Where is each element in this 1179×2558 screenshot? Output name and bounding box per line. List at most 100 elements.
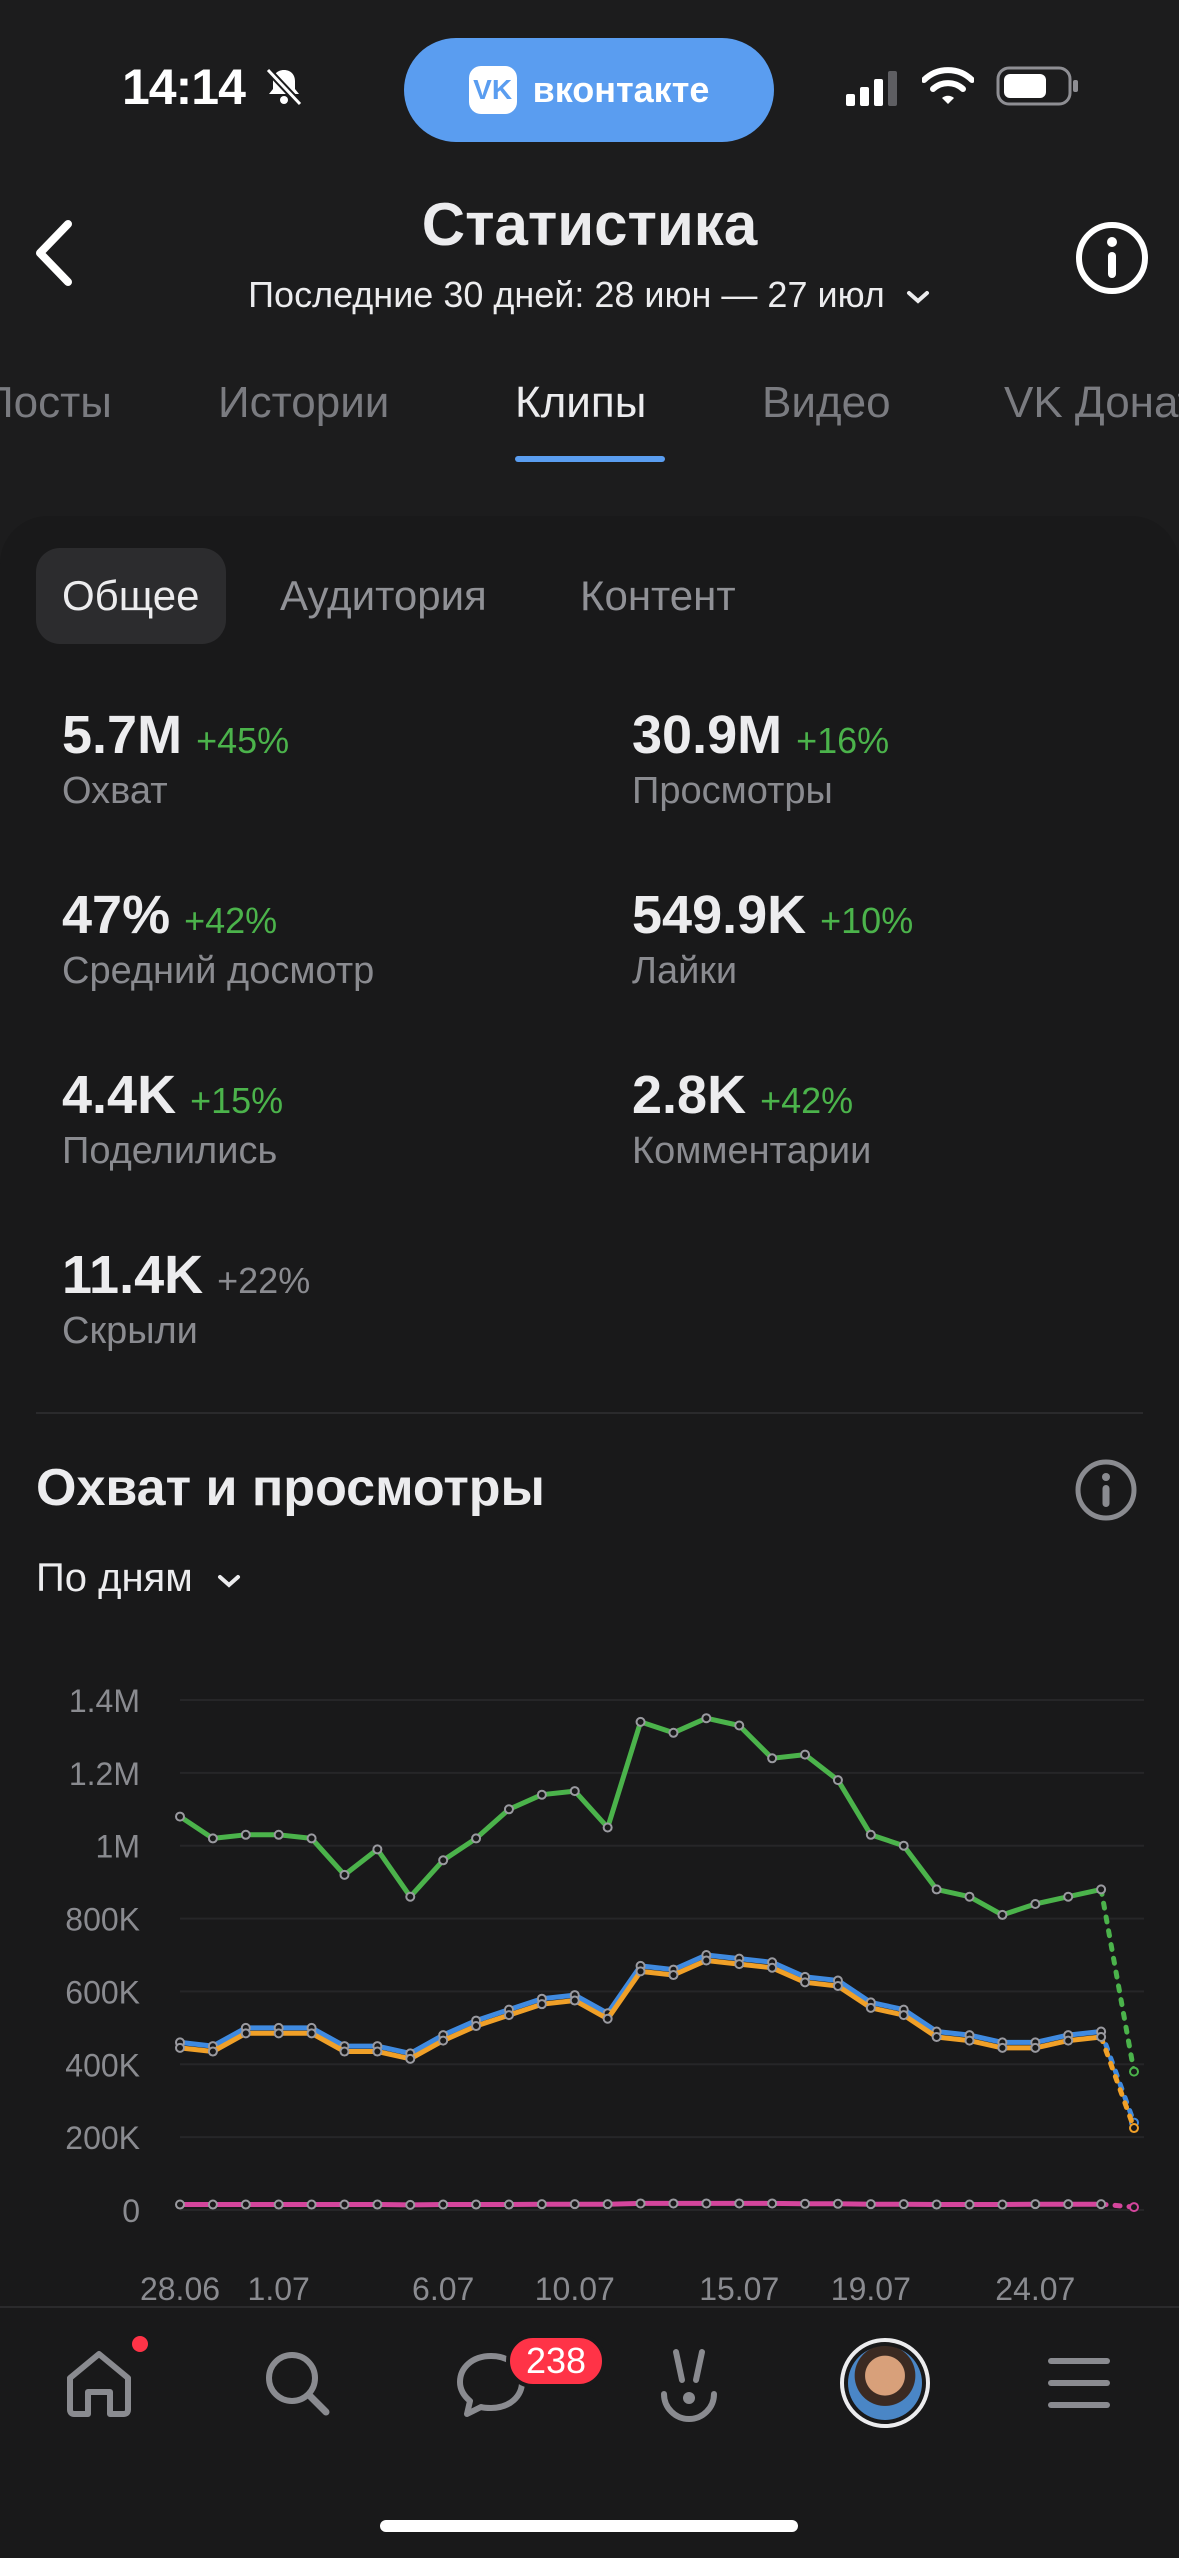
data-point — [898, 2199, 909, 2210]
back-icon[interactable] — [30, 218, 80, 293]
metric-avg-watch[interactable]: 47% +42% Средний досмотр — [62, 884, 374, 993]
metric-label: Скрыли — [62, 1310, 198, 1352]
data-point — [767, 1753, 778, 1764]
segment-general[interactable]: Общее — [36, 548, 226, 644]
metric-comments[interactable]: 2.8K +42% Комментарии — [632, 1064, 871, 1173]
data-point — [997, 2199, 1008, 2210]
data-point — [931, 1884, 942, 1895]
menu-icon[interactable] — [1046, 2354, 1112, 2417]
data-point — [668, 1727, 679, 1738]
data-point — [207, 2046, 218, 2057]
x-tick-label: 28.06 — [140, 2271, 220, 2307]
y-tick-label: 200K — [65, 2120, 140, 2156]
data-point — [1096, 2199, 1107, 2210]
data-point — [471, 1833, 482, 1844]
data-point — [635, 1716, 646, 1727]
data-point — [273, 2199, 284, 2210]
data-point — [767, 1962, 778, 1973]
data-point — [339, 1869, 350, 1880]
tab-clips[interactable]: Клипы — [515, 378, 647, 427]
data-point — [800, 1749, 811, 1760]
data-point — [832, 1775, 843, 1786]
series-forecast-line — [1098, 2201, 1137, 2210]
metric-views[interactable]: 30.9M +16% Просмотры — [632, 704, 889, 813]
data-point — [405, 2053, 416, 2064]
metric-likes[interactable]: 549.9K +10% Лайки — [632, 884, 913, 993]
series-line — [177, 1715, 1104, 1918]
metric-value: 47% — [62, 885, 171, 945]
data-point — [438, 1855, 449, 1866]
profile-avatar[interactable] — [840, 2338, 930, 2428]
data-point — [273, 1829, 284, 1840]
info-icon[interactable] — [1074, 220, 1150, 301]
metric-label: Охват — [62, 770, 168, 812]
data-point — [503, 1804, 514, 1815]
data-point — [668, 2198, 679, 2209]
chart-title: Охват и просмотры — [36, 1459, 545, 1517]
clips-icon[interactable] — [652, 2346, 726, 2431]
data-point — [306, 1833, 317, 1844]
data-point — [372, 1844, 383, 1855]
metric-reach[interactable]: 5.7M +45% Охват — [62, 704, 289, 813]
segment-audience[interactable]: Аудитория — [280, 572, 487, 619]
x-tick-label: 15.07 — [699, 2271, 779, 2307]
data-point — [800, 1977, 811, 1988]
data-point — [1063, 2035, 1074, 2046]
data-point — [306, 2028, 317, 2039]
metric-delta: +45% — [196, 720, 290, 761]
data-point — [1096, 2031, 1107, 2042]
data-point — [602, 1822, 613, 1833]
chevron-down-icon — [216, 1556, 242, 1600]
tab-video[interactable]: Видео — [762, 378, 891, 427]
bell-muted-icon — [262, 64, 306, 113]
home-indicator — [380, 2520, 798, 2532]
data-point — [240, 1829, 251, 1840]
divider — [36, 1412, 1143, 1414]
reach-views-chart[interactable]: 1.4M 1.2M 1M 800K 600K 400K 200K 0 28.06 1.07 6.0… — [0, 1640, 1179, 2320]
vk-logo-icon: VK — [468, 66, 517, 114]
data-point — [372, 2046, 383, 2057]
data-point — [602, 2199, 613, 2210]
metric-hidden[interactable]: 11.4K +22% Скрыли — [62, 1244, 310, 1353]
data-point — [240, 2199, 251, 2210]
avatar-photo — [848, 2346, 922, 2420]
data-point — [569, 1786, 580, 1797]
page-title: Статистика — [421, 191, 758, 258]
data-point — [964, 1891, 975, 1902]
y-tick-label: 0 — [122, 2193, 140, 2229]
data-point — [240, 2028, 251, 2039]
data-point — [701, 2198, 712, 2209]
x-tick-label: 10.07 — [535, 2271, 615, 2307]
data-point — [207, 1833, 218, 1844]
home-icon[interactable] — [62, 2346, 136, 2425]
grouping-label: По дням — [36, 1556, 193, 1600]
data-point — [536, 2199, 547, 2210]
x-tick-label: 1.07 — [248, 2271, 310, 2307]
metric-shares[interactable]: 4.4K +15% Поделились — [62, 1064, 283, 1173]
wifi-icon — [921, 66, 975, 111]
grouping-selector[interactable]: По дням — [36, 1556, 242, 1601]
tab-posts[interactable]: Посты — [0, 378, 112, 427]
metric-delta: +42% — [184, 900, 278, 941]
y-tick-label: 1.4M — [69, 1683, 140, 1719]
data-point — [800, 2198, 811, 2209]
app-pill[interactable]: VK вконтакте — [404, 38, 774, 142]
data-point — [438, 2035, 449, 2046]
battery-icon — [996, 66, 1080, 111]
data-point — [865, 2199, 876, 2210]
metric-value: 2.8K — [632, 1065, 747, 1125]
data-point — [931, 2031, 942, 2042]
data-point — [536, 1789, 547, 1800]
data-point — [372, 2199, 383, 2210]
data-point — [339, 2046, 350, 2057]
tab-vk-donut[interactable]: VK Донат — [1004, 378, 1179, 427]
data-point — [175, 1811, 185, 1822]
segment-content[interactable]: Контент — [580, 572, 736, 619]
data-point — [273, 2028, 284, 2039]
search-icon[interactable] — [260, 2346, 334, 2425]
data-point — [569, 2199, 580, 2210]
tab-stories[interactable]: Истории — [218, 378, 390, 427]
data-point — [471, 2021, 482, 2032]
period-selector[interactable]: Последние 30 дней: 28 июн — 27 июл — [0, 274, 1179, 316]
info-icon[interactable] — [1074, 1458, 1138, 1527]
